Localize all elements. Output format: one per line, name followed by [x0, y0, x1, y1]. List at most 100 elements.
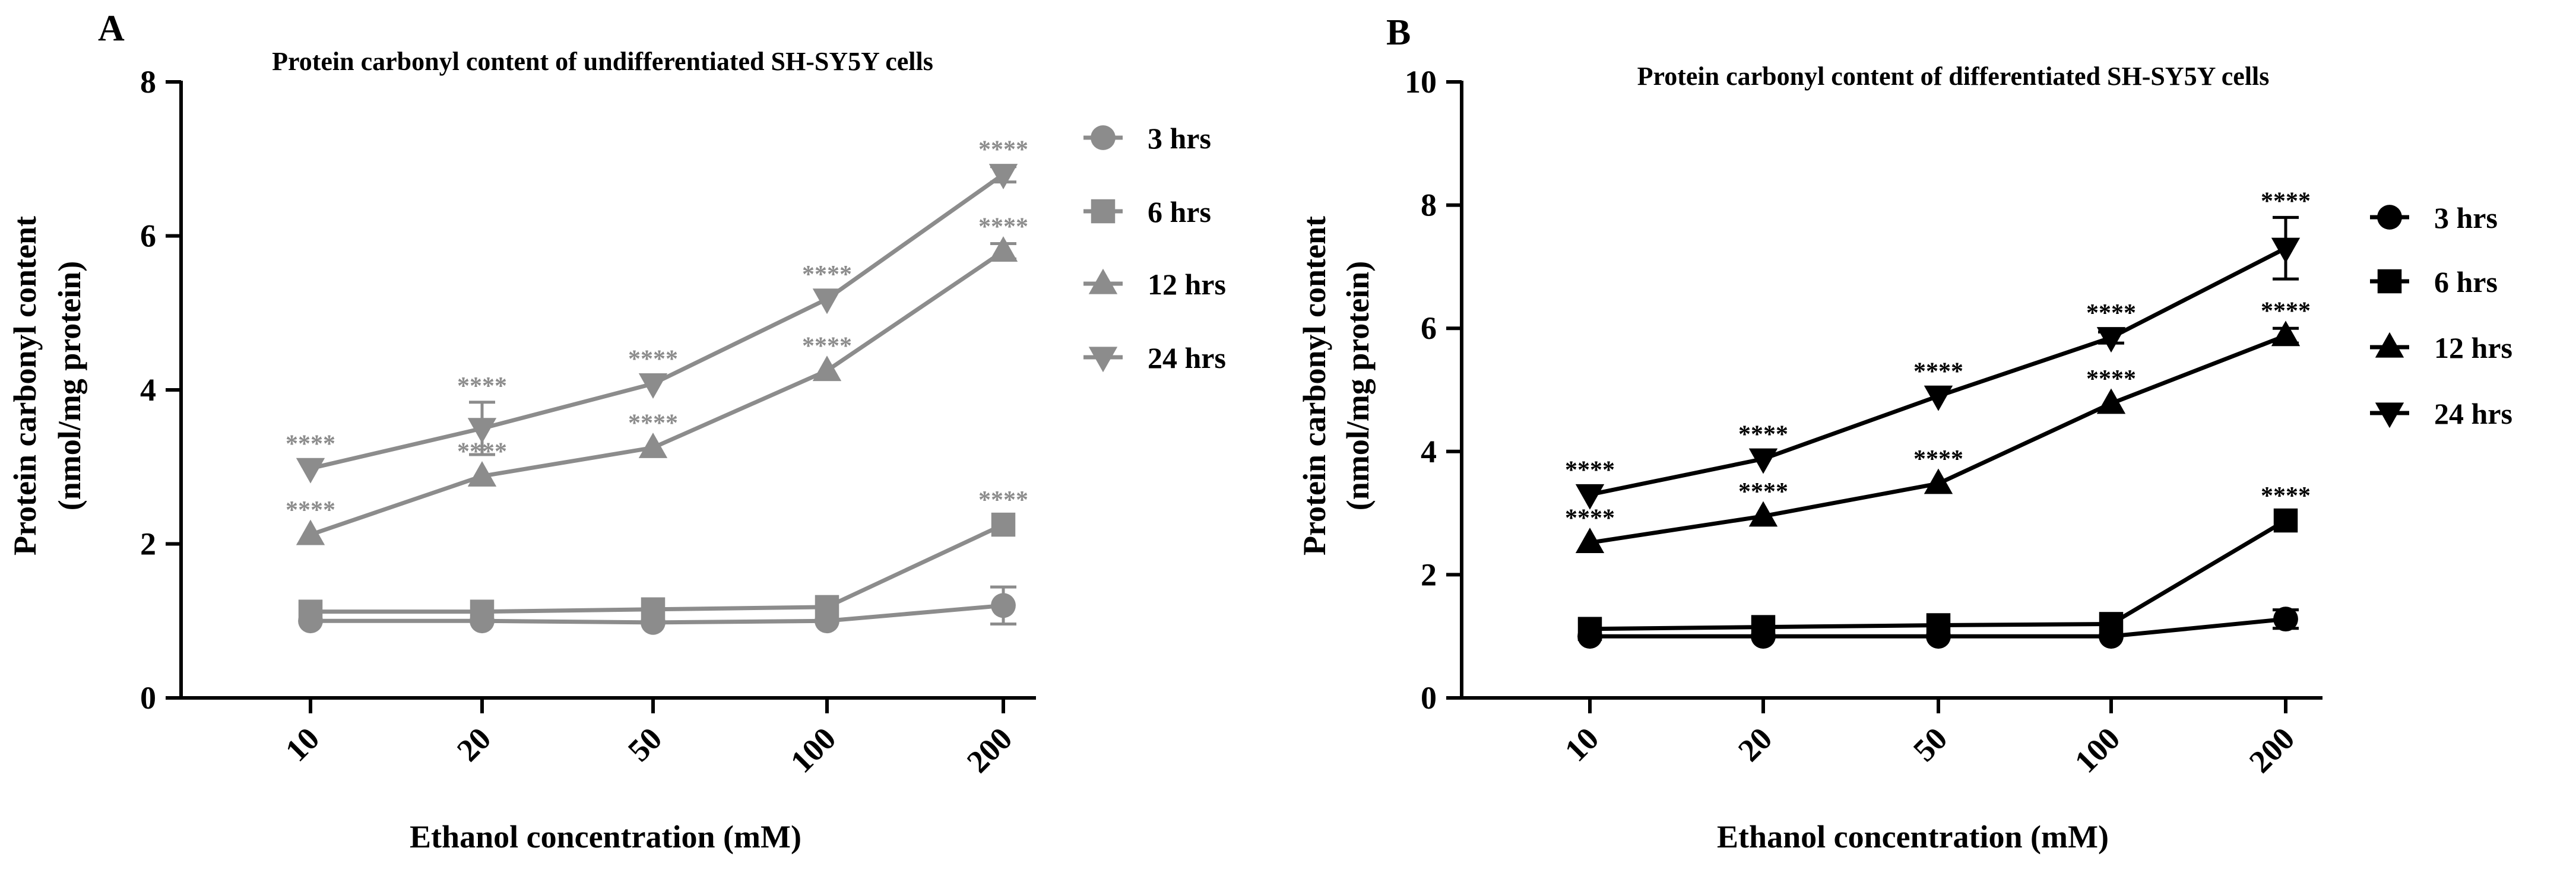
data-point — [988, 236, 1018, 262]
legend-label: 24 hrs — [2434, 397, 2512, 430]
data-point — [1575, 484, 1605, 510]
legend-marker — [1091, 125, 1116, 150]
legend-marker — [1088, 347, 1118, 373]
data-point — [812, 355, 842, 382]
data-point — [2096, 327, 2126, 353]
significance-label: **** — [286, 497, 335, 524]
data-point — [470, 599, 495, 624]
legend-marker — [2377, 205, 2402, 230]
y-tick-label: 10 — [1405, 64, 1437, 100]
legend-marker — [2377, 269, 2402, 294]
data-point — [2271, 320, 2301, 347]
significance-label: **** — [2086, 300, 2136, 327]
significance-label: **** — [1738, 478, 1788, 506]
x-tick-label: 100 — [2068, 720, 2127, 780]
significance-label: **** — [978, 136, 1028, 164]
legend-label: 6 hrs — [1148, 195, 1211, 228]
legend-label: 3 hrs — [1148, 122, 1211, 155]
y-axis-label-units: (nmol/mg protein) — [52, 261, 87, 510]
data-point — [2273, 607, 2298, 632]
y-tick-label: 0 — [1421, 680, 1437, 716]
legend-label: 24 hrs — [1148, 341, 1226, 374]
significance-label: **** — [1913, 446, 1963, 473]
significance-label: **** — [628, 346, 678, 373]
x-axis-label: Ethanol concentration (mM) — [1717, 819, 2109, 855]
legend-label: 3 hrs — [2434, 201, 2498, 234]
data-point — [638, 373, 668, 399]
data-point — [2271, 237, 2301, 263]
data-point — [296, 519, 325, 545]
significance-label: **** — [978, 487, 1028, 514]
data-point — [1751, 615, 1776, 639]
data-point — [1575, 528, 1605, 554]
y-tick-label: 4 — [1421, 434, 1437, 469]
series-line — [1589, 519, 2287, 631]
data-point — [1924, 385, 1953, 411]
series-6-hrs: **** — [1577, 482, 2311, 641]
x-tick-label: 10 — [1558, 720, 1606, 769]
panel-a: A Protein carbonyl content of undifferent… — [7, 8, 1226, 855]
data-point — [298, 599, 323, 624]
x-tick-label: 50 — [1906, 720, 1954, 769]
series-24-hrs: **** **** **** **** **** — [1565, 188, 2311, 510]
x-tick-label: 200 — [2242, 720, 2302, 780]
data-point — [815, 595, 839, 620]
significance-label: **** — [2261, 482, 2311, 510]
data-point — [296, 458, 325, 484]
chart-title: Protein carbonyl content of undifferenti… — [272, 47, 933, 76]
x-axis-label: Ethanol concentration (mM) — [410, 819, 801, 855]
significance-label: **** — [978, 213, 1028, 240]
x-tick-label: 50 — [621, 720, 669, 769]
data-point — [1926, 613, 1951, 637]
data-point — [638, 433, 668, 458]
y-axis-label-units: (nmol/mg protein) — [1340, 261, 1376, 510]
y-tick-label: 8 — [1421, 188, 1437, 223]
y-tick-label: 2 — [1421, 557, 1437, 592]
data-point — [2273, 508, 2298, 533]
series-6-hrs: **** — [298, 487, 1028, 624]
data-point — [641, 597, 666, 622]
significance-label: **** — [1913, 358, 1963, 385]
significance-label: **** — [2086, 366, 2136, 393]
panel-b: B Protein carbonyl content of differentia… — [1297, 12, 2512, 855]
data-point — [1577, 617, 1602, 641]
data-point — [988, 164, 1018, 189]
panel-label: B — [1386, 12, 1411, 53]
significance-label: **** — [1565, 456, 1615, 484]
y-tick-label: 8 — [140, 64, 156, 100]
legend-marker — [2375, 332, 2404, 358]
x-tick-label: 200 — [960, 720, 1019, 780]
significance-label: **** — [286, 430, 335, 458]
x-tick-label: 100 — [784, 720, 843, 780]
y-tick-label: 0 — [140, 680, 156, 716]
data-point — [1748, 501, 1778, 527]
series-line — [309, 249, 1005, 537]
legend-marker — [2375, 402, 2404, 428]
data-point — [1924, 468, 1953, 494]
y-tick-label: 2 — [140, 526, 156, 562]
x-tick-label: 20 — [450, 720, 498, 769]
data-point — [991, 593, 1016, 618]
data-point — [467, 461, 497, 487]
y-tick-label: 6 — [1421, 310, 1437, 346]
y-axis-label: Protein carbonyl content — [7, 216, 43, 555]
x-tick-label: 20 — [1731, 720, 1779, 769]
y-tick-label: 6 — [140, 218, 156, 254]
x-tick-label: 10 — [278, 720, 327, 769]
data-point — [812, 288, 842, 315]
series-12-hrs: **** **** **** **** **** — [286, 213, 1028, 545]
legend-label: 12 hrs — [1148, 268, 1226, 301]
legend-label: 6 hrs — [2434, 265, 2498, 299]
significance-label: **** — [802, 333, 852, 360]
significance-label: **** — [1738, 421, 1788, 448]
data-point — [1748, 448, 1778, 474]
significance-label: **** — [2261, 188, 2311, 215]
legend-marker — [1088, 268, 1118, 294]
series-12-hrs: **** **** **** **** **** — [1565, 298, 2311, 554]
series-24-hrs: **** **** **** **** **** — [286, 136, 1028, 484]
significance-label: **** — [457, 373, 507, 400]
data-point — [467, 418, 497, 444]
significance-label: **** — [628, 409, 678, 437]
data-point — [2096, 388, 2126, 414]
